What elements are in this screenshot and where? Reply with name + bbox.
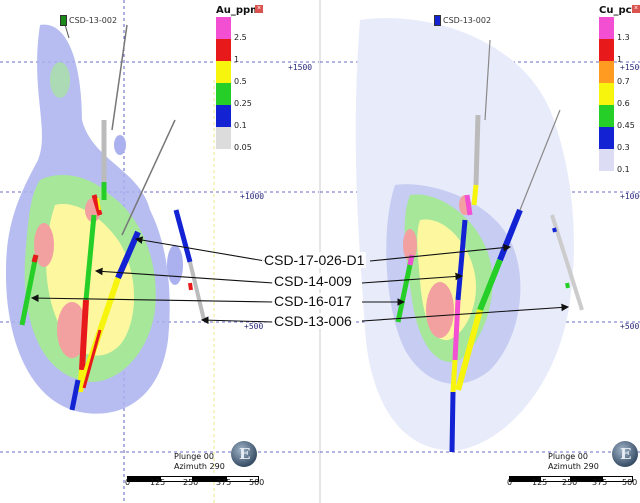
scale-bar [509,476,633,484]
legend-swatch [216,105,231,127]
legend-value: 0.5 [234,77,247,86]
drill-holes-left [19,17,206,411]
scale-tick: 0 [125,478,131,487]
legend-row: 0.5 [216,61,262,86]
legend-items: 2.5 1 0.5 0.25 0.1 0.05 [216,17,262,152]
copper-section-view[interactable] [320,0,640,503]
legend-title: Au_ppm [216,5,261,16]
au-legend[interactable]: Au_ppm × 2.5 1 0.5 0.25 0.1 0.05 [216,4,263,152]
collar-label[interactable]: CSD-13-002 [434,15,491,26]
legend-swatch [599,61,614,83]
callout-csd-14-009: CSD-14-009 [272,273,354,289]
level-label-1500: +1500 [288,63,313,72]
view-orientation: Plunge 00 Azimuth 290 [174,452,225,472]
legend-row: 0.05 [216,127,262,152]
legend-swatch [599,17,614,39]
gold-section-panel[interactable]: CSD-13-002 +1500 +1000 +500 Au_ppm × 2.5… [0,0,320,503]
scale-tick: 375 [216,478,232,487]
legend-value: 0.7 [617,77,630,86]
close-icon[interactable]: × [255,5,263,13]
legend-value: 0.3 [617,143,630,152]
scale-tick: 125 [532,478,548,487]
legend-row: 1 [216,39,262,64]
copper-section-panel[interactable]: CSD-13-002 +1500 +1000 +500 Cu_pct × 1.3… [320,0,640,503]
scale-bar [127,476,259,484]
legend-value: 1 [234,55,240,64]
compass-globe-icon[interactable] [231,441,257,467]
legend-row: 0.6 [599,83,640,108]
drill-collar-icon [60,15,67,26]
legend-swatch [216,83,231,105]
legend-row: 1.3 [599,17,640,42]
azimuth-label: Azimuth 290 [548,462,599,471]
legend-row: 2.5 [216,17,262,42]
plunge-label: Plunge 00 [548,452,588,461]
legend-row: 0.1 [599,149,640,174]
scale-tick: 250 [562,478,578,487]
level-label-500: +500 [620,322,640,331]
view-orientation: Plunge 00 Azimuth 290 [548,452,599,472]
legend-swatch [599,105,614,127]
legend-value: 0.25 [234,99,252,108]
cu-legend[interactable]: Cu_pct × 1.3 1 0.7 0.6 0.45 0.3 0.1 [599,4,640,174]
legend-swatch [216,17,231,39]
callout-csd-17-026-d1: CSD-17-026-D1 [262,252,367,268]
legend-value: 0.1 [234,121,247,130]
legend-swatch [216,127,231,149]
legend-value: 0.05 [234,143,252,152]
scale-tick: 375 [592,478,608,487]
legend-value: 1 [617,55,623,64]
scale-tick: 500 [249,478,265,487]
level-label-1500: +1500 [620,63,640,72]
legend-row: 0.3 [599,127,640,152]
collar-label[interactable]: CSD-13-002 [60,15,117,26]
callout-csd-16-017: CSD-16-017 [272,293,354,309]
legend-items: 1.3 1 0.7 0.6 0.45 0.3 0.1 [599,17,640,174]
legend-value: 0.1 [617,165,630,174]
legend-row: 0.1 [216,105,262,130]
legend-row: 1 [599,39,640,64]
legend-value: 2.5 [234,33,247,42]
legend-row: 0.25 [216,83,262,108]
level-label-500: +500 [244,322,264,331]
legend-swatch [599,149,614,171]
scale-tick: 125 [150,478,166,487]
legend-swatch [599,39,614,61]
legend-swatch [599,127,614,149]
compass-globe-icon[interactable] [612,441,638,467]
legend-swatch [599,83,614,105]
legend-swatch [216,61,231,83]
azimuth-label: Azimuth 290 [174,462,225,471]
legend-value: 0.6 [617,99,630,108]
callout-csd-13-006: CSD-13-006 [272,313,354,329]
legend-row: 0.7 [599,61,640,86]
scale-tick: 250 [183,478,199,487]
close-icon[interactable]: × [632,5,640,13]
legend-value: 1.3 [617,33,630,42]
plunge-label: Plunge 00 [174,452,214,461]
legend-swatch [216,39,231,61]
legend-row: 0.45 [599,105,640,130]
gold-section-view[interactable] [0,0,320,503]
legend-title: Cu_pct [599,5,637,16]
scale-tick: 0 [507,478,513,487]
legend-value: 0.45 [617,121,635,130]
drill-collar-icon [434,15,441,26]
level-label-1000: +1000 [620,192,640,201]
scale-tick: 500 [622,478,638,487]
level-label-1000: +1000 [240,192,265,201]
panel-divider [319,0,321,503]
